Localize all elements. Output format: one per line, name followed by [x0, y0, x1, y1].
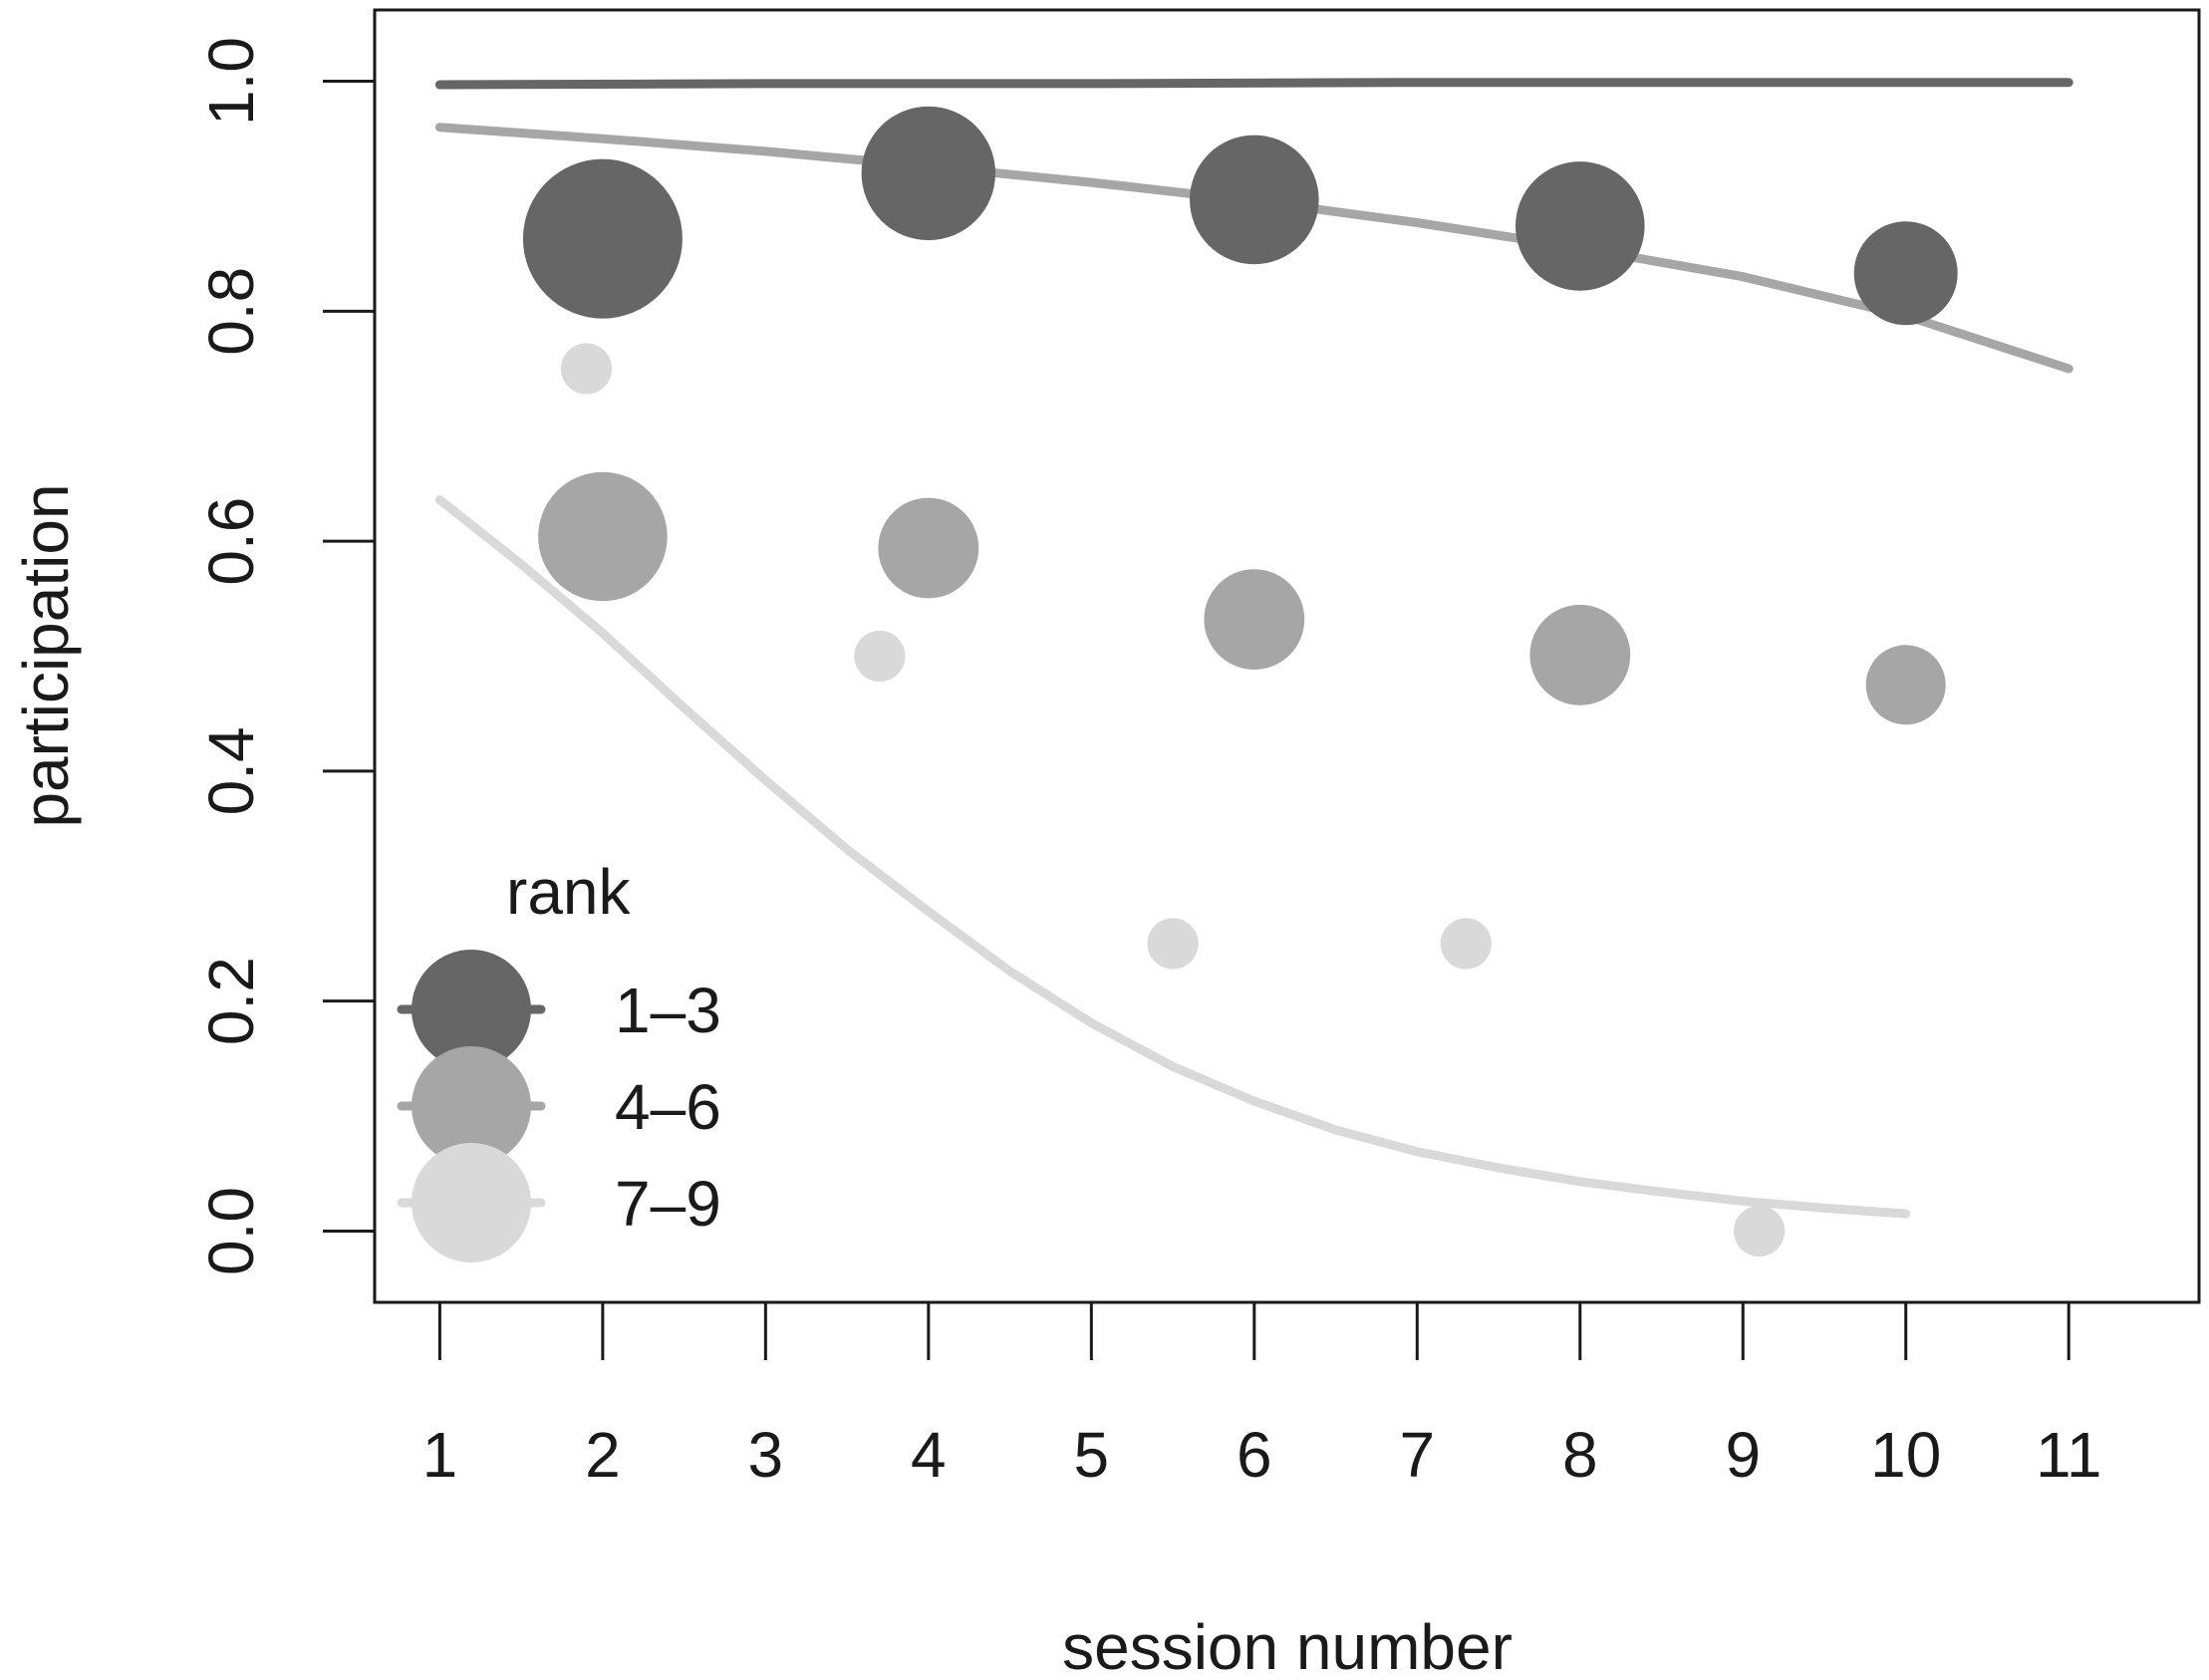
y-tick-label: 0.4: [195, 726, 267, 815]
point-2-4: [1529, 604, 1631, 705]
point-2-3: [1204, 569, 1305, 670]
x-tick-label: 10: [1870, 1419, 1941, 1491]
y-tick-label: 1.0: [195, 37, 267, 126]
x-axis-title: session number: [1062, 1611, 1513, 1680]
legend-label-2: 4–6: [615, 1071, 721, 1143]
y-tick-label: 0.8: [195, 267, 267, 356]
point-1-2: [861, 106, 995, 241]
fit-line-1: [434, 78, 2073, 90]
point-3-4: [1440, 918, 1492, 970]
x-tick-label: 11: [2036, 1419, 2101, 1491]
y-tick-label: 0.2: [195, 957, 267, 1045]
x-tick-label: 5: [1074, 1419, 1110, 1491]
x-tick-label: 8: [1562, 1419, 1598, 1491]
legend-marker-2: [412, 1046, 531, 1166]
y-tick-label: 0.0: [195, 1187, 267, 1275]
legend-marker-3: [412, 1143, 531, 1262]
x-tick-label: 3: [748, 1419, 784, 1491]
point-3-5: [1734, 1205, 1786, 1258]
legend: rank 1–3 4–6 7–9: [397, 856, 721, 1262]
point-1-3: [1190, 135, 1319, 265]
x-tick-label: 1: [422, 1419, 458, 1491]
x-axis: 1 2 3 4 5 6 7 8 9 10 11: [422, 1300, 2101, 1491]
point-1-5: [1853, 221, 1958, 326]
legend-title: rank: [506, 856, 632, 928]
y-axis-title: participation: [10, 483, 82, 827]
x-tick-label: 2: [585, 1419, 621, 1491]
legend-marker-1: [412, 950, 531, 1069]
fit-line-3: [434, 495, 1911, 1219]
x-tick-label: 9: [1725, 1419, 1761, 1491]
point-1-4: [1516, 161, 1645, 291]
point-3-2: [854, 630, 906, 683]
y-tick-label: 0.6: [195, 497, 267, 586]
x-tick-label: 4: [911, 1419, 947, 1491]
point-1-1: [522, 158, 683, 319]
legend-label-3: 7–9: [615, 1168, 721, 1240]
point-3-3: [1147, 918, 1199, 970]
x-tick-label: 7: [1399, 1419, 1435, 1491]
y-axis: 0.0 0.2 0.4 0.6 0.8 1.0: [195, 37, 377, 1275]
point-3-1: [560, 343, 613, 395]
legend-label-1: 1–3: [615, 975, 721, 1046]
point-2-5: [1865, 645, 1946, 725]
point-2-2: [878, 497, 979, 599]
point-2-1: [538, 471, 668, 602]
data-points: [522, 106, 1958, 1258]
x-tick-label: 6: [1237, 1419, 1272, 1491]
